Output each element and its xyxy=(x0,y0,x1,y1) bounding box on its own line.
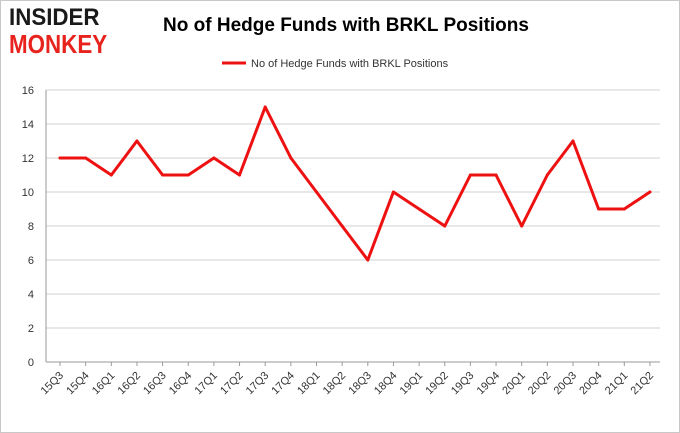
data-point xyxy=(263,105,267,109)
x-tick-label: 20Q4 xyxy=(577,370,605,398)
series-group xyxy=(58,105,652,262)
x-tick-label: 18Q4 xyxy=(372,370,400,398)
data-point xyxy=(597,207,601,211)
data-point xyxy=(161,173,165,177)
series-line xyxy=(58,105,652,262)
data-point xyxy=(520,224,524,228)
x-tick-label: 20Q1 xyxy=(500,370,528,398)
x-tick-label: 17Q3 xyxy=(244,370,272,398)
x-tick-label: 20Q3 xyxy=(552,370,580,398)
x-tick-label: 18Q1 xyxy=(295,370,323,398)
insider-monkey-logo: INSIDER MONKEY xyxy=(9,6,127,58)
data-point xyxy=(545,173,549,177)
logo-bottom-text: MONKEY xyxy=(9,29,108,59)
data-point xyxy=(468,173,472,177)
data-point xyxy=(109,173,113,177)
x-tick-label: 16Q2 xyxy=(116,370,144,398)
x-tick-label: 19Q1 xyxy=(398,370,426,398)
data-point xyxy=(58,156,62,160)
data-point xyxy=(186,173,190,177)
data-point xyxy=(648,190,652,194)
data-point xyxy=(443,224,447,228)
data-point xyxy=(622,207,626,211)
x-tick-label: 18Q3 xyxy=(346,370,374,398)
y-tick-label: 4 xyxy=(28,289,34,301)
legend-label: No of Hedge Funds with BRKL Positions xyxy=(251,58,449,70)
y-tick-label: 8 xyxy=(28,221,34,233)
data-point xyxy=(417,207,421,211)
chart-title: No of Hedge Funds with BRKL Positions xyxy=(163,15,529,36)
x-tick-label: 19Q3 xyxy=(449,370,477,398)
y-tick-label: 14 xyxy=(22,119,34,131)
data-point xyxy=(84,156,88,160)
axes xyxy=(45,90,660,363)
x-tick-label: 17Q4 xyxy=(269,370,297,398)
y-tick-label: 12 xyxy=(22,153,34,165)
x-tick-label: 18Q2 xyxy=(321,370,349,398)
logo-top-text: INSIDER xyxy=(9,4,100,31)
x-tick-label: 19Q4 xyxy=(475,370,503,398)
data-point xyxy=(494,173,498,177)
data-point xyxy=(135,139,139,143)
data-point xyxy=(340,224,344,228)
y-tick-label: 0 xyxy=(28,357,34,369)
x-tick-label: 21Q2 xyxy=(629,370,657,398)
gridlines xyxy=(46,89,660,363)
x-tick-label: 16Q1 xyxy=(90,370,118,398)
x-tick-label: 21Q1 xyxy=(603,370,631,398)
x-tick-label: 19Q2 xyxy=(423,370,451,398)
data-point xyxy=(366,258,370,262)
x-tick-label: 20Q2 xyxy=(526,370,554,398)
y-tick-label: 6 xyxy=(28,255,34,267)
y-tick-label: 2 xyxy=(28,323,34,335)
y-axis-ticks: 0 2 4 6 8 10 12 14 16 xyxy=(22,85,34,369)
data-point xyxy=(238,173,242,177)
x-tick-label: 17Q1 xyxy=(192,370,220,398)
x-tick-label: 16Q4 xyxy=(167,370,195,398)
data-point xyxy=(391,190,395,194)
x-tick-label: 15Q3 xyxy=(39,370,67,398)
data-point xyxy=(315,190,318,194)
data-point xyxy=(212,156,216,160)
y-tick-label: 16 xyxy=(22,85,34,97)
x-tick-label: 15Q4 xyxy=(64,370,92,398)
x-axis-ticks: 15Q315Q416Q116Q216Q316Q417Q117Q217Q317Q4… xyxy=(39,362,656,397)
data-point xyxy=(289,156,293,160)
legend: No of Hedge Funds with BRKL Positions xyxy=(222,58,449,70)
y-tick-label: 10 xyxy=(22,187,34,199)
data-point xyxy=(571,139,575,143)
x-tick-label: 17Q2 xyxy=(218,370,246,398)
x-tick-label: 16Q3 xyxy=(141,370,169,398)
